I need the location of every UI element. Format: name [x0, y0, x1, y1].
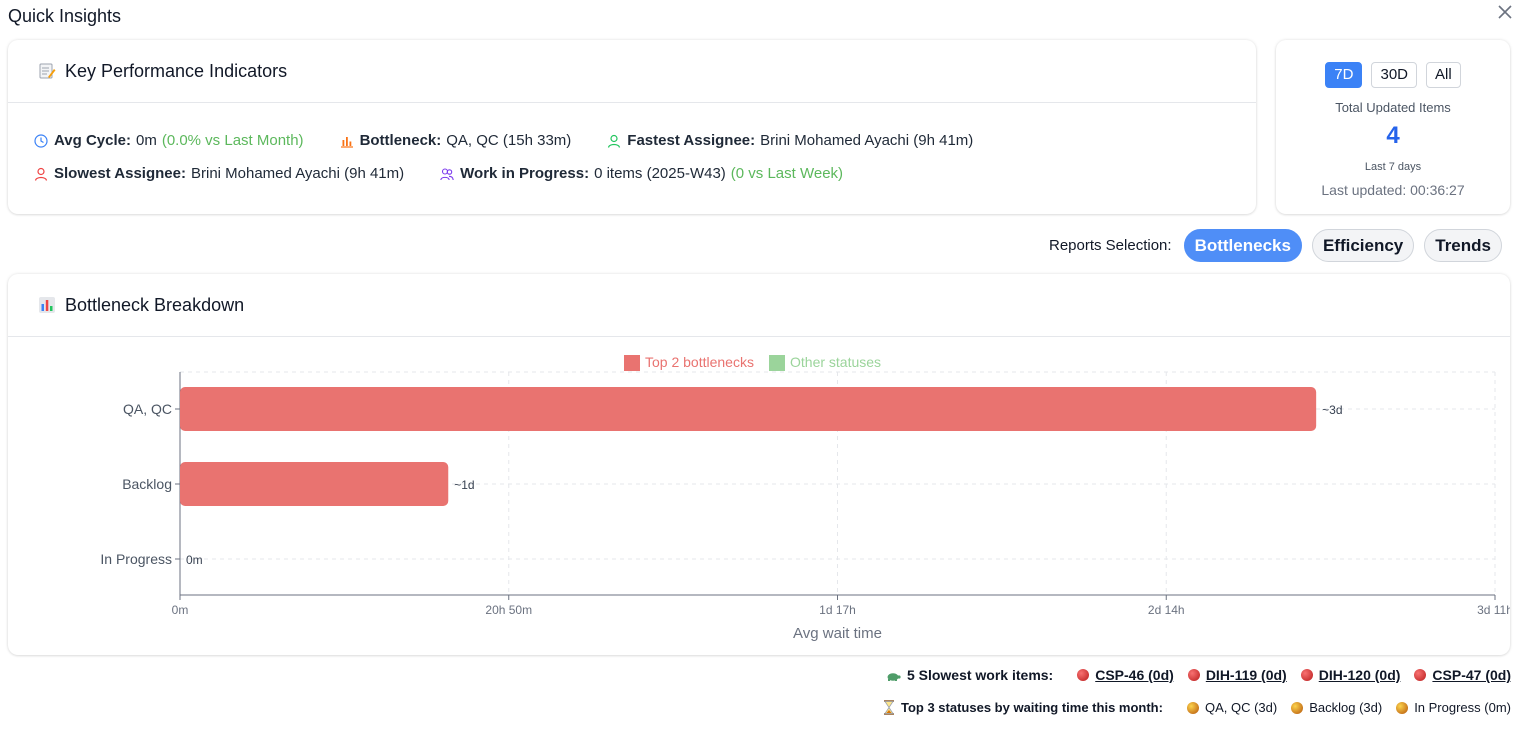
x-tick-label: 2d 14h: [1148, 603, 1185, 617]
legend-swatch: [769, 355, 785, 371]
range-7d-button[interactable]: 7D: [1325, 62, 1363, 88]
bar-data-label: ~1d: [454, 478, 474, 492]
slowest-label: Slowest Assignee:: [54, 165, 186, 182]
users-icon: [440, 167, 454, 180]
top-statuses-label: Top 3 statuses by waiting time this mont…: [901, 700, 1163, 715]
red-circle-icon: [1300, 669, 1313, 681]
x-tick-label: 20h 50m: [485, 603, 532, 617]
top-statuses-label-wrap: Top 3 statuses by waiting time this mont…: [883, 700, 1163, 715]
work-item-link[interactable]: DIH-119 (0d): [1187, 667, 1287, 683]
status-item: In Progress (0m): [1396, 700, 1511, 715]
kpi-slowest-assignee: Slowest Assignee: Brini Mohamed Ayachi (…: [34, 165, 404, 182]
range-selector: 7D 30D All: [1276, 62, 1510, 88]
turtle-icon: [887, 673, 901, 681]
bar-chart-icon: [39, 297, 55, 313]
stats-card: 7D 30D All Total Updated Items 4 Last 7 …: [1276, 40, 1510, 214]
total-updated-value: 4: [1386, 122, 1400, 149]
kpi-avg-cycle: Avg Cycle: 0m (0.0% vs Last Month): [34, 132, 304, 149]
red-circle-icon: [1414, 669, 1427, 681]
top-statuses-row: Top 3 statuses by waiting time this mont…: [883, 700, 1511, 715]
wip-label: Work in Progress:: [460, 165, 590, 182]
bar-data-label: 0m: [186, 553, 203, 567]
avg-cycle-delta: (0.0% vs Last Month): [161, 132, 304, 149]
avg-cycle-label: Avg Cycle:: [54, 132, 131, 149]
red-circle-icon: [1187, 669, 1200, 681]
kpi-fastest-assignee: Fastest Assignee: Brini Mohamed Ayachi (…: [607, 132, 973, 149]
wip-delta: (0 vs Last Week): [730, 165, 844, 182]
kpi-work-in-progress: Work in Progress: 0 items (2025-W43) (0 …: [440, 165, 843, 182]
legend-label: Other statuses: [790, 354, 881, 370]
status-item-label: In Progress (0m): [1414, 700, 1511, 715]
slowest-items-label: 5 Slowest work items:: [906, 667, 1054, 683]
bar: [180, 387, 1317, 431]
work-item-label: DIH-119 (0d): [1205, 667, 1287, 683]
yellow-circle-icon: [1291, 701, 1304, 714]
y-tick-label: QA, QC: [123, 401, 172, 417]
user-icon: [608, 134, 621, 148]
work-item-link[interactable]: DIH-120 (0d): [1300, 667, 1401, 683]
kpi-card-header: Key Performance Indicators: [8, 40, 1256, 103]
yellow-circle-icon: [1186, 701, 1199, 714]
work-item-link[interactable]: CSP-46 (0d): [1077, 667, 1174, 683]
report-bottlenecks-button[interactable]: Bottlenecks: [1183, 229, 1302, 262]
report-trends-button[interactable]: Trends: [1424, 229, 1502, 262]
avg-cycle-value: 0m: [135, 132, 157, 149]
kpi-card: Key Performance Indicators Avg Cycle: 0m…: [8, 40, 1256, 214]
slowest-items-row: 5 Slowest work items: CSP-46 (0d) DIH-11…: [885, 667, 1511, 683]
kpi-row-2: Slowest Assignee: Brini Mohamed Ayachi (…: [34, 165, 879, 182]
bottleneck-breakdown-card: Bottleneck Breakdown 0m 20h 50m 1d 17h 2d 1…: [8, 274, 1510, 655]
kpi-bottleneck: Bottleneck: QA, QC (15h 33m): [340, 132, 572, 149]
dialog-title: Quick Insights: [8, 6, 122, 26]
red-circle-icon: [1077, 669, 1090, 681]
slowest-items-label-wrap: 5 Slowest work items:: [885, 667, 1053, 683]
x-tick-label: 0m: [172, 603, 189, 617]
work-item-link[interactable]: CSP-47 (0d): [1414, 667, 1511, 683]
bottleneck-value: QA, QC (15h 33m): [446, 132, 572, 149]
bottleneck-chart: 0m 20h 50m 1d 17h 2d 14h 3d 11h Avg wait time…: [100, 354, 1510, 642]
breakdown-heading: Bottleneck Breakdown: [65, 294, 245, 315]
legend-swatch: [624, 355, 640, 371]
status-item: Backlog (3d): [1291, 700, 1382, 715]
x-tick-label: 1d 17h: [819, 603, 856, 617]
status-item-label: Backlog (3d): [1309, 700, 1383, 715]
kpi-row-1: Avg Cycle: 0m (0.0% vs Last Month) Bottl…: [34, 132, 1009, 149]
reports-selection-label: Reports Selection:: [1048, 237, 1172, 254]
period-label: Last 7 days: [1364, 161, 1422, 173]
work-item-label: CSP-46 (0d): [1095, 667, 1174, 683]
y-tick-label: In Progress: [100, 551, 172, 567]
slowest-value: Brini Mohamed Ayachi (9h 41m): [190, 165, 405, 182]
bottleneck-label: Bottleneck:: [359, 132, 442, 149]
range-all-button[interactable]: All: [1426, 62, 1461, 88]
status-item-label: QA, QC (3d): [1204, 700, 1278, 715]
x-axis-title: Avg wait time: [793, 625, 882, 642]
wip-value: 0 items (2025-W43): [594, 165, 726, 182]
legend-label: Top 2 bottlenecks: [645, 354, 754, 370]
work-item-label: DIH-120 (0d): [1318, 667, 1401, 683]
user-icon: [34, 167, 48, 181]
close-icon[interactable]: [1495, 2, 1515, 22]
kpi-heading: Key Performance Indicators: [65, 60, 288, 81]
status-item: QA, QC (3d): [1186, 700, 1278, 715]
work-item-label: CSP-47 (0d): [1432, 667, 1511, 683]
x-tick-label: 3d 11h: [1477, 603, 1510, 617]
range-30d-button[interactable]: 30D: [1371, 62, 1418, 88]
report-efficiency-button[interactable]: Efficiency: [1311, 229, 1415, 262]
fastest-value: Brini Mohamed Ayachi (9h 41m): [760, 132, 974, 149]
y-tick-label: Backlog: [122, 476, 172, 492]
clock-icon: [34, 133, 48, 148]
breakdown-header: Bottleneck Breakdown: [8, 274, 1510, 337]
memo-icon: [39, 63, 56, 79]
total-updated-label: Total Updated Items: [1335, 100, 1451, 115]
fastest-label: Fastest Assignee:: [627, 132, 756, 149]
yellow-circle-icon: [1396, 701, 1409, 714]
bar-data-label: ~3d: [1322, 403, 1342, 417]
hourglass-icon: [884, 700, 894, 715]
reports-selection: Reports Selection: Bottlenecks Efficienc…: [1049, 229, 1502, 262]
bar-chart-icon: [340, 136, 353, 148]
bar: [180, 462, 449, 506]
last-updated: Last updated: 00:36:27: [1321, 182, 1465, 198]
